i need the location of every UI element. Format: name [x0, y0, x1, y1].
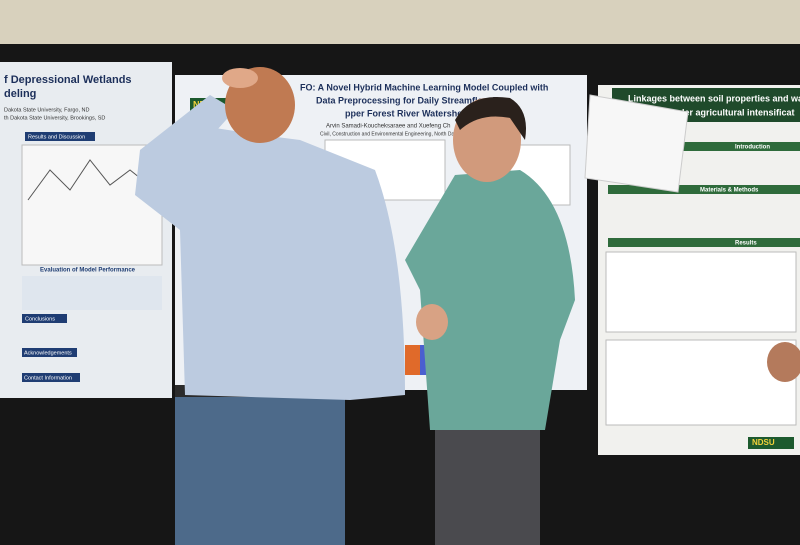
section-header [22, 348, 77, 357]
poster-title: f Depressional Wetlands [4, 74, 132, 86]
poster-title: under agricultural intensificat [668, 107, 795, 117]
figure-plot [27, 159, 156, 201]
poster-title: pper Forest River Watershed, North D [345, 108, 506, 118]
section-title: Results and Discussion [28, 134, 85, 140]
poster-title: FO: A Novel Hybrid Machine Learning Mode… [300, 82, 548, 92]
affiliation: Dakota State University, Fargo, ND [4, 107, 90, 113]
section-title: Results [735, 241, 757, 247]
section-header [608, 238, 800, 247]
section-title: Evaluation of Model Performance [40, 268, 136, 274]
section-header [22, 373, 80, 382]
section-title: Acknowledgements [24, 350, 72, 356]
section-title: Introduction [735, 145, 770, 151]
poster-right: Linkages between soil properties and wat… [584, 85, 800, 455]
section-header [608, 142, 800, 151]
logo: NDSU [752, 438, 775, 447]
section-header [25, 132, 95, 141]
section-title: Materials & Methods [700, 188, 759, 194]
table [22, 276, 162, 310]
person-left [135, 67, 405, 545]
jeans [175, 390, 345, 545]
hair [455, 96, 526, 140]
hand [416, 304, 448, 340]
sweater [405, 170, 575, 430]
person-right [405, 96, 575, 545]
figure [605, 339, 797, 426]
poster-title: Linkages between soil properties and wat… [628, 93, 800, 103]
affiliation: Civil, Construction and Environmental En… [320, 131, 464, 137]
poster-title: Data Preprocessing for Daily Streamflow … [316, 95, 504, 105]
section-header [608, 185, 800, 194]
hand [222, 68, 258, 88]
hand [767, 342, 800, 382]
sleeve [140, 95, 235, 160]
wall [0, 0, 800, 50]
loose-sheet [584, 94, 689, 193]
poster-left: f Depressional Wetlands deling Dakota St… [0, 62, 172, 398]
section-title: Conclusions [25, 316, 55, 322]
poster-title: deling [4, 88, 36, 100]
trousers [435, 420, 540, 545]
authors: Arvin Samadi-Koucheksaraee and Xuefeng C… [326, 124, 450, 130]
shirt [135, 128, 405, 400]
figure [605, 251, 797, 333]
logo-box [748, 437, 794, 449]
section-header [22, 314, 67, 323]
affiliation: th Dakota State University, Brookings, S… [4, 115, 105, 121]
section-title: Contact Information [24, 375, 72, 381]
